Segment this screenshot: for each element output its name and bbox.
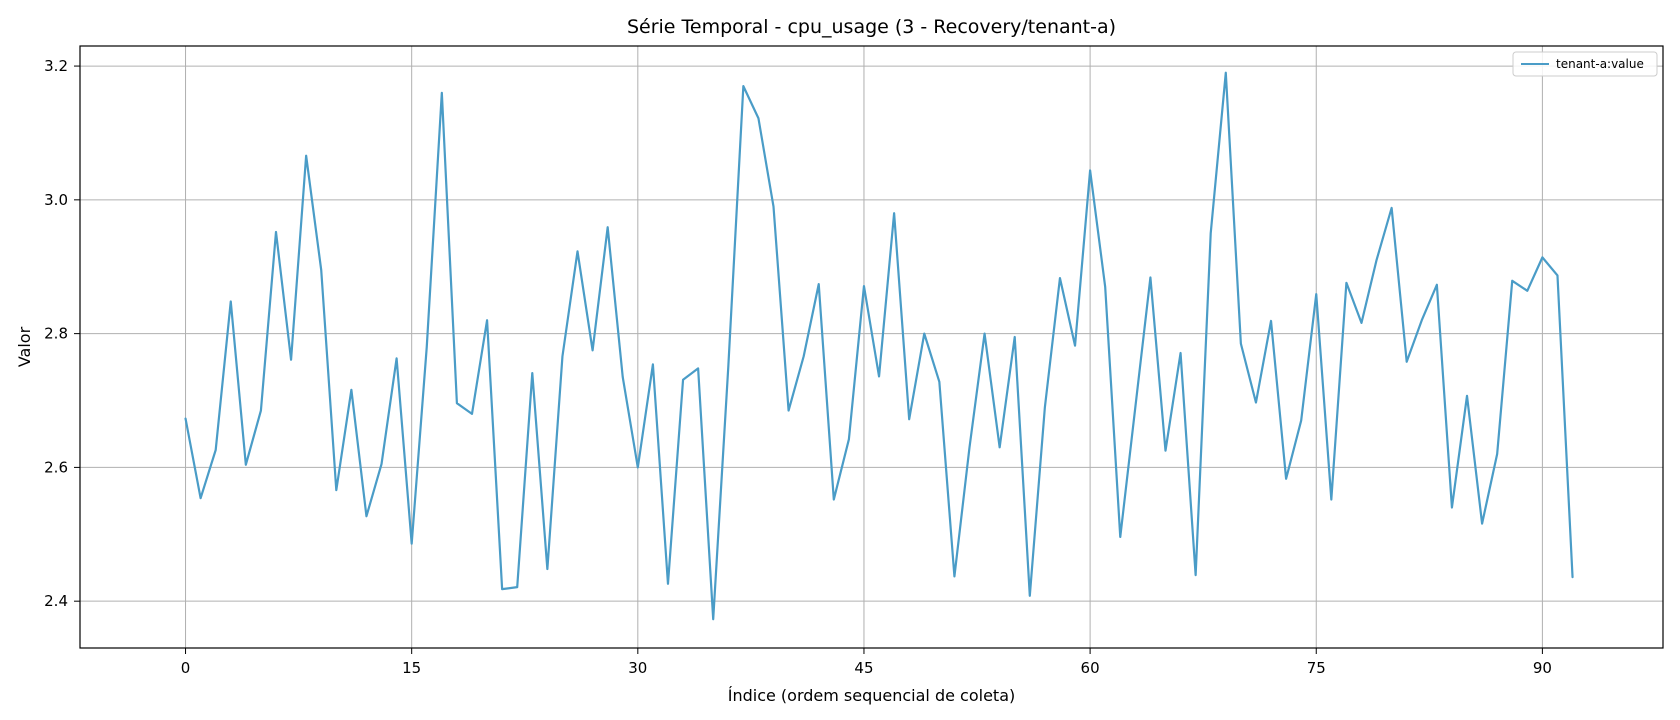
- legend-box: [1512, 51, 1658, 77]
- x-axis-label: Índice (ordem sequencial de coleta): [728, 686, 1016, 705]
- series-layer: [184, 71, 1574, 621]
- x-tick-label: 30: [628, 659, 647, 677]
- axis-ticks: 0 15 30 45 60 75 90 2.4 2.6 2.8 3.0 3.2: [44, 57, 1552, 677]
- grid: [80, 46, 1663, 648]
- x-tick-label: 75: [1307, 659, 1326, 677]
- x-tick-label: 45: [854, 659, 873, 677]
- legend: tenant-a:value: [1512, 51, 1658, 77]
- legend-entry: tenant-a:value: [1556, 57, 1644, 71]
- x-tick-label: 15: [402, 659, 421, 677]
- x-tick-label: 0: [181, 659, 191, 677]
- series-line-0: [184, 71, 1574, 621]
- x-tick-label: 60: [1081, 659, 1100, 677]
- y-axis-label: Valor: [15, 326, 34, 367]
- y-tick-label: 2.4: [44, 592, 68, 610]
- y-tick-label: 3.2: [44, 57, 68, 75]
- y-tick-label: 3.0: [44, 191, 68, 209]
- y-tick-label: 2.6: [44, 458, 68, 476]
- chart-title: Série Temporal - cpu_usage (3 - Recovery…: [627, 16, 1116, 38]
- y-tick-label: 2.8: [44, 325, 68, 343]
- plot-frame: [79, 45, 1664, 649]
- x-tick-label: 90: [1533, 659, 1552, 677]
